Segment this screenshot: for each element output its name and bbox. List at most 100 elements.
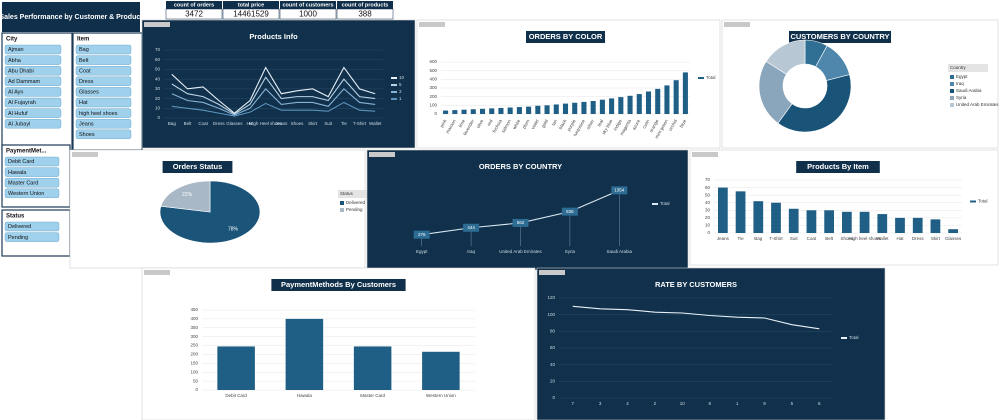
slicer-item[interactable] [4, 167, 60, 177]
x-tick-label: Coat [198, 121, 208, 126]
x-tick-label: Jeans [275, 121, 288, 126]
slicer-item[interactable] [75, 108, 132, 118]
slicer-item[interactable] [4, 97, 62, 108]
x-tick-label: Tie [738, 236, 745, 241]
x-tick-label: Western Union [426, 393, 456, 398]
slicer-item[interactable] [4, 108, 62, 118]
x-tick-label: orange [648, 118, 660, 133]
chart-title: Products By Item [807, 162, 869, 171]
y-tick-label: 0 [707, 230, 710, 235]
series-line [171, 76, 376, 115]
slicer-title: Item [77, 37, 89, 43]
x-tick-label: Suit [324, 121, 333, 126]
bar [516, 107, 522, 114]
bar [627, 95, 633, 114]
y-tick-label: 100 [429, 103, 437, 108]
slicer-item[interactable] [4, 118, 62, 129]
filter-tab [369, 152, 395, 157]
x-tick-label: Belt [184, 121, 193, 126]
y-tick-label: 10 [705, 223, 711, 228]
slicer-item[interactable] [75, 118, 132, 129]
bar [470, 109, 476, 114]
data-label-bg [413, 230, 430, 239]
bar [422, 351, 460, 390]
slicer-item[interactable] [75, 76, 132, 87]
x-tick-label: 6 [818, 401, 821, 406]
x-tick-label: 5 [791, 401, 794, 406]
chart-title-bg [526, 31, 605, 43]
x-tick-label: Glasses [226, 121, 243, 126]
y-tick-label: 0 [157, 115, 160, 120]
bar [489, 108, 495, 114]
slicer-item[interactable] [75, 44, 132, 55]
x-tick-label: Glasses [945, 236, 962, 241]
kpi-value-bg [279, 8, 337, 20]
slicer-item-label: Al Hufuf [8, 111, 28, 117]
slicer-item[interactable] [4, 55, 62, 65]
slicer-item[interactable] [4, 232, 60, 242]
legend-label: Iraq [956, 81, 964, 86]
slicer-item[interactable] [4, 177, 60, 188]
kpi-label: count of customers [282, 2, 333, 8]
y-tick-label: 50 [155, 67, 161, 72]
x-tick-label: 1 [736, 401, 739, 406]
slicer-item[interactable] [75, 97, 132, 108]
bar [753, 201, 764, 233]
kpi-value: 14461529 [233, 10, 269, 19]
y-tick-label: 0 [552, 395, 555, 400]
x-tick-label: Syria [565, 249, 576, 254]
legend-label: Delivered [346, 200, 366, 205]
x-tick-label: Shoes [840, 236, 854, 241]
legend-label: Total [849, 335, 859, 340]
x-tick-label: Skirt [308, 121, 318, 126]
slicer-item[interactable] [4, 44, 62, 55]
slicer-item[interactable] [4, 156, 60, 167]
data-label: 562 [517, 220, 525, 225]
legend-label: Egypt [956, 74, 968, 79]
bar [655, 88, 661, 114]
chart-title: ORDERS BY COUNTRY [479, 162, 562, 171]
slicer-item[interactable] [75, 129, 132, 140]
slicer-item[interactable] [4, 76, 62, 87]
x-tick-label: Bag [168, 121, 177, 126]
filter-tab [692, 152, 718, 157]
filter-tab [144, 270, 170, 275]
slicer-item[interactable] [4, 221, 60, 232]
y-tick-label: 100 [190, 369, 198, 374]
data-label: 444 [467, 225, 475, 230]
kpi-label: total price [238, 2, 264, 8]
bar [498, 107, 504, 114]
x-tick-label: Dress [213, 121, 226, 126]
chart-title: CUSTOMERS BY COUNTRY [790, 32, 889, 41]
x-tick-label: red [486, 118, 494, 127]
bar [507, 107, 513, 114]
kpi-label: count of orders [174, 2, 214, 8]
x-tick-label: 2 [654, 401, 657, 406]
series-line [171, 101, 376, 117]
x-tick-label: salmon [500, 118, 512, 133]
slicer-item[interactable] [4, 65, 62, 76]
y-tick-label: 300 [429, 85, 437, 90]
x-tick-label: Jeans [717, 236, 730, 241]
legend-swatch [970, 200, 976, 203]
legend-swatch [950, 103, 954, 107]
slicer-item[interactable] [75, 55, 132, 65]
data-label-bg [463, 223, 480, 232]
y-tick-label: 40 [705, 200, 711, 205]
bar [824, 210, 835, 233]
slicer-item-label: Ajman [8, 47, 24, 53]
x-tick-label: plum [521, 118, 530, 129]
slicer-item-label: Abha [8, 58, 22, 64]
bar [443, 110, 449, 114]
bar [682, 72, 688, 114]
slicer-item[interactable] [75, 87, 132, 97]
slicer-item[interactable] [4, 87, 62, 97]
bar [544, 105, 550, 114]
slicer-item[interactable] [75, 65, 132, 76]
x-tick-label: gold [540, 118, 549, 128]
y-tick-label: 80 [550, 329, 556, 334]
legend-swatch [652, 203, 658, 205]
x-tick-label: Master Card [360, 393, 385, 398]
bar [479, 108, 486, 114]
slicer-item[interactable] [4, 188, 60, 199]
